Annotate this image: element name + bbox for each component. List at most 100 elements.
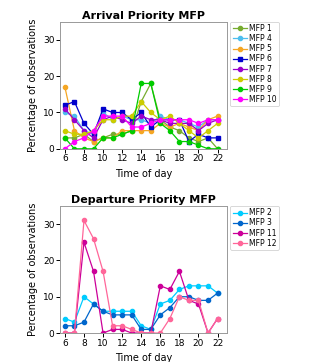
- MFP 6: [82, 121, 86, 126]
- MFP 11: [206, 331, 210, 335]
- Y-axis label: Percentage of observations: Percentage of observations: [27, 203, 37, 336]
- MFP 9: [196, 143, 200, 147]
- MFP 4: [168, 118, 172, 122]
- MFP 1: [206, 136, 210, 140]
- MFP 10: [82, 136, 86, 140]
- MFP 5: [139, 129, 143, 133]
- MFP 5: [120, 129, 124, 133]
- MFP 6: [130, 118, 134, 122]
- MFP 8: [215, 121, 219, 126]
- MFP 11: [158, 284, 162, 288]
- Line: MFP 1: MFP 1: [63, 81, 220, 151]
- MFP 3: [72, 324, 76, 328]
- MFP 5: [196, 129, 200, 133]
- MFP 8: [82, 132, 86, 136]
- MFP 8: [130, 114, 134, 118]
- MFP 12: [158, 331, 162, 335]
- MFP 12: [139, 331, 143, 335]
- MFP 10: [149, 121, 153, 126]
- MFP 7: [82, 129, 86, 133]
- MFP 3: [168, 306, 172, 310]
- MFP 6: [215, 136, 219, 140]
- MFP 11: [215, 316, 219, 321]
- MFP 4: [72, 114, 76, 118]
- MFP 11: [187, 298, 191, 303]
- MFP 1: [139, 100, 143, 104]
- MFP 4: [206, 118, 210, 122]
- MFP 1: [168, 125, 172, 129]
- MFP 8: [168, 114, 172, 118]
- MFP 4: [215, 118, 219, 122]
- MFP 4: [120, 114, 124, 118]
- MFP 1: [187, 136, 191, 140]
- MFP 11: [101, 331, 105, 335]
- MFP 6: [101, 107, 105, 111]
- MFP 12: [177, 295, 181, 299]
- MFP 3: [187, 295, 191, 299]
- MFP 3: [101, 309, 105, 313]
- MFP 11: [168, 287, 172, 292]
- MFP 5: [187, 125, 191, 129]
- MFP 9: [111, 136, 115, 140]
- MFP 9: [120, 132, 124, 136]
- MFP 9: [177, 139, 181, 144]
- MFP 11: [63, 331, 67, 335]
- Line: MFP 2: MFP 2: [63, 284, 220, 332]
- MFP 7: [120, 118, 124, 122]
- Line: MFP 3: MFP 3: [63, 291, 220, 332]
- MFP 6: [177, 118, 181, 122]
- MFP 2: [168, 298, 172, 303]
- Line: MFP 6: MFP 6: [63, 100, 220, 144]
- MFP 8: [92, 129, 96, 133]
- MFP 9: [72, 147, 76, 151]
- MFP 9: [158, 121, 162, 126]
- MFP 1: [177, 129, 181, 133]
- MFP 1: [215, 147, 219, 151]
- MFP 12: [187, 298, 191, 303]
- MFP 6: [149, 125, 153, 129]
- MFP 9: [215, 147, 219, 151]
- MFP 3: [177, 295, 181, 299]
- MFP 10: [215, 118, 219, 122]
- MFP 8: [120, 114, 124, 118]
- MFP 5: [168, 125, 172, 129]
- MFP 7: [187, 121, 191, 126]
- MFP 5: [92, 139, 96, 144]
- MFP 1: [82, 132, 86, 136]
- MFP 4: [111, 118, 115, 122]
- Legend: MFP 1, MFP 4, MFP 5, MFP 6, MFP 7, MFP 8, MFP 9, MFP 10: MFP 1, MFP 4, MFP 5, MFP 6, MFP 7, MFP 8…: [230, 22, 279, 106]
- MFP 8: [72, 132, 76, 136]
- MFP 12: [72, 331, 76, 335]
- MFP 2: [177, 287, 181, 292]
- MFP 2: [92, 302, 96, 306]
- MFP 1: [120, 132, 124, 136]
- MFP 5: [130, 129, 134, 133]
- MFP 2: [82, 295, 86, 299]
- Line: MFP 7: MFP 7: [63, 107, 220, 140]
- MFP 4: [158, 114, 162, 118]
- MFP 12: [63, 331, 67, 335]
- MFP 10: [130, 125, 134, 129]
- Line: MFP 10: MFP 10: [63, 114, 220, 151]
- MFP 5: [101, 136, 105, 140]
- MFP 11: [196, 302, 200, 306]
- MFP 11: [72, 331, 76, 335]
- MFP 12: [120, 324, 124, 328]
- MFP 10: [120, 114, 124, 118]
- MFP 11: [177, 269, 181, 274]
- MFP 7: [168, 121, 172, 126]
- MFP 11: [130, 331, 134, 335]
- MFP 10: [206, 118, 210, 122]
- MFP 3: [215, 291, 219, 295]
- MFP 10: [139, 125, 143, 129]
- MFP 1: [63, 136, 67, 140]
- MFP 2: [206, 284, 210, 288]
- MFP 8: [206, 129, 210, 133]
- MFP 10: [187, 118, 191, 122]
- MFP 8: [187, 129, 191, 133]
- MFP 2: [196, 284, 200, 288]
- MFP 4: [101, 110, 105, 115]
- MFP 7: [72, 118, 76, 122]
- MFP 9: [130, 129, 134, 133]
- MFP 7: [177, 121, 181, 126]
